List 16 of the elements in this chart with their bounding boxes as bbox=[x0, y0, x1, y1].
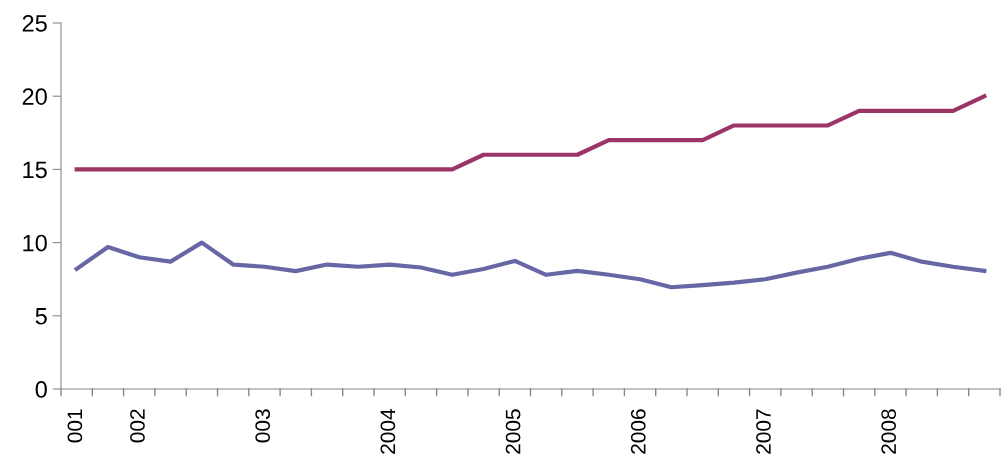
x-tick-label: 002 bbox=[130, 409, 145, 443]
y-tick-label: 20 bbox=[22, 88, 47, 105]
x-tick-label: 2005 bbox=[505, 409, 521, 454]
x-tick-label: 2006 bbox=[630, 409, 646, 454]
x-tick-label: 2007 bbox=[756, 409, 771, 454]
x-tick-label: 003 bbox=[255, 409, 271, 443]
y-tick-label: 15 bbox=[23, 161, 47, 179]
x-tick-label: 2008 bbox=[881, 409, 897, 454]
y-tick-label: 25 bbox=[22, 15, 47, 32]
y-tick-label: 10 bbox=[23, 234, 47, 252]
x-tick-label: 2004 bbox=[380, 409, 396, 454]
x-tick-label: 001 bbox=[67, 409, 83, 443]
line-series bbox=[74, 240, 987, 290]
y-tick-label: 0 bbox=[35, 381, 47, 398]
line-series bbox=[74, 94, 987, 172]
y-tick-label: 5 bbox=[35, 308, 47, 325]
